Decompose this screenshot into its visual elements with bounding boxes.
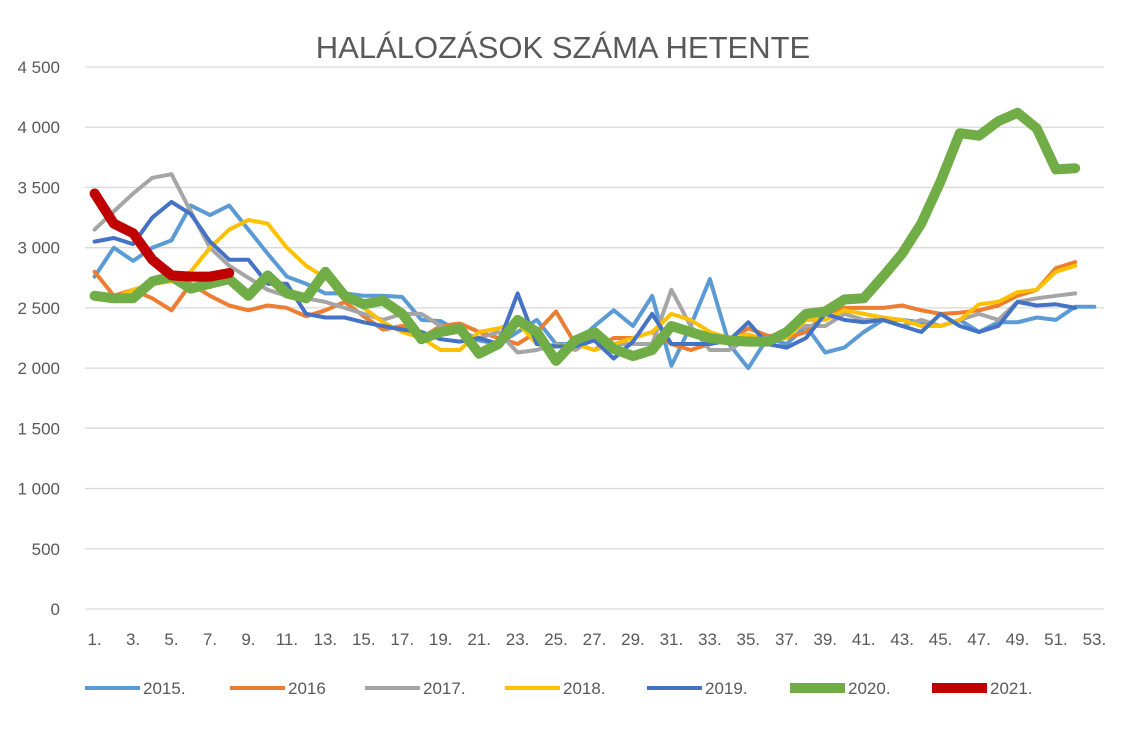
x-tick-label: 11. (276, 630, 298, 649)
x-tick-label: 37. (775, 630, 799, 649)
y-tick-label: 500 (32, 540, 60, 559)
x-tick-label: 7. (203, 630, 217, 649)
x-tick-label: 9. (241, 630, 255, 649)
x-tick-label: 5. (164, 630, 178, 649)
series-lines (89, 107, 1097, 371)
x-tick-label: 23. (506, 630, 530, 649)
x-tick-label: 29. (621, 630, 645, 649)
legend-label: 2015. (143, 679, 186, 698)
y-tick-label: 1 000 (17, 480, 60, 499)
x-tick-label: 39. (813, 630, 837, 649)
y-tick-label: 2 500 (17, 299, 60, 318)
x-tick-label: 49. (1006, 630, 1030, 649)
x-tick-label: 17. (390, 630, 414, 649)
y-tick-label: 2 000 (17, 359, 60, 378)
y-tick-label: 4 500 (17, 58, 60, 77)
legend-label: 2019. (705, 679, 748, 698)
x-tick-label: 45. (929, 630, 953, 649)
x-tick-label: 43. (890, 630, 914, 649)
x-tick-label: 41. (852, 630, 876, 649)
y-axis-ticks: 0 500 1 000 1 500 2 000 2 500 3 000 3 500 4 000 4… (17, 58, 60, 619)
x-tick-label: 51. (1044, 630, 1068, 649)
x-tick-label: 15. (352, 630, 376, 649)
x-tick-label: 1. (88, 630, 102, 649)
series-line-2019 (92, 199, 1078, 361)
y-tick-label: 4 000 (17, 118, 60, 137)
x-tick-label: 25. (544, 630, 568, 649)
legend-label: 2017. (423, 679, 466, 698)
chart-title: HALÁLOZÁSOK SZÁMA HETENTE (316, 30, 810, 65)
legend-label: 2016 (288, 679, 326, 698)
series-line-2021 (89, 188, 235, 282)
x-tick-label: 47. (967, 630, 991, 649)
series-line-2020 (89, 107, 1081, 366)
y-tick-label: 0 (51, 600, 60, 619)
legend-label: 2020. (848, 679, 891, 698)
y-tick-label: 1 500 (17, 419, 60, 438)
x-tick-label: 3. (126, 630, 140, 649)
x-axis-ticks: 1. 3. 5. 7. 9. 11. 13. 15. 17. 19. 21. 23. 25. 27. 29.… (88, 630, 1107, 649)
legend: 2015. 2016 2017. 2018. 2019. 2020. 2021. (85, 679, 1033, 698)
legend-label: 2021. (990, 679, 1033, 698)
x-tick-label: 21. (467, 630, 491, 649)
y-tick-label: 3 500 (17, 178, 60, 197)
legend-label: 2018. (563, 679, 606, 698)
x-tick-label: 27. (583, 630, 607, 649)
x-tick-label: 31. (660, 630, 684, 649)
series-line-2018 (92, 218, 1078, 352)
y-tick-label: 3 000 (17, 239, 60, 258)
x-tick-label: 53. (1083, 630, 1107, 649)
x-tick-label: 35. (736, 630, 760, 649)
x-tick-label: 33. (698, 630, 722, 649)
x-tick-label: 13. (314, 630, 338, 649)
x-tick-label: 19. (429, 630, 453, 649)
